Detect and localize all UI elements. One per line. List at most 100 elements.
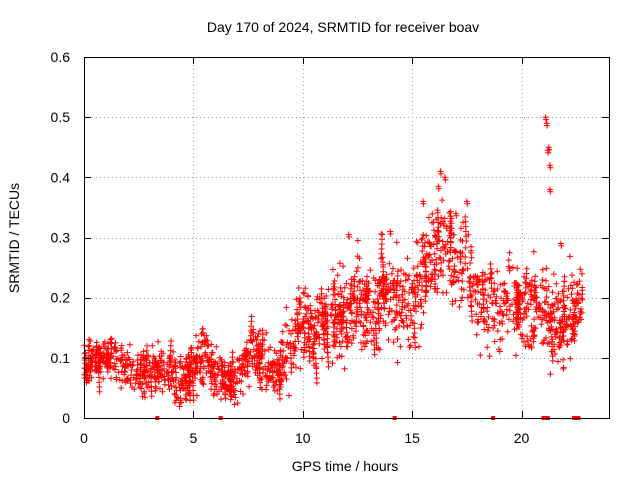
data-point: [357, 295, 364, 302]
data-point: [172, 363, 179, 370]
data-point: [292, 338, 299, 345]
data-point: [448, 281, 455, 288]
data-point: [407, 342, 414, 349]
data-point: [363, 327, 370, 334]
data-point: [338, 330, 345, 337]
data-point: [338, 353, 345, 360]
data-point: [440, 272, 446, 279]
data-point: [357, 287, 363, 294]
data-point: [381, 305, 388, 311]
data-point: [543, 265, 550, 272]
data-point: [496, 310, 503, 317]
data-point: [279, 363, 286, 370]
data-point-outlier: [438, 170, 444, 177]
data-point: [111, 360, 118, 367]
data-point: [457, 259, 464, 265]
data-point: [447, 277, 454, 284]
data-point: [400, 270, 407, 277]
data-point: [416, 279, 423, 286]
data-point: [458, 270, 465, 277]
data-point: [112, 363, 119, 370]
data-point: [316, 334, 323, 341]
data-point: [505, 257, 512, 264]
data-point: [487, 274, 494, 281]
data-point: [244, 373, 251, 380]
data-point: [300, 316, 307, 322]
data-point: [541, 337, 548, 344]
data-point: [348, 325, 355, 332]
data-point: [425, 214, 432, 221]
data-point: [549, 357, 556, 364]
data-point: [357, 319, 364, 326]
data-point: [393, 239, 400, 246]
data-point: [200, 363, 207, 370]
data-point: [177, 399, 184, 406]
data-point: [168, 383, 175, 389]
data-point: [305, 325, 312, 332]
data-point: [331, 320, 338, 327]
data-point: [561, 273, 568, 280]
data-point: [522, 343, 529, 350]
data-point: [334, 272, 341, 279]
data-point: [419, 248, 426, 254]
data-point: [397, 278, 404, 285]
data-point: [293, 364, 299, 371]
data-point: [310, 349, 317, 355]
data-point: [340, 263, 347, 270]
data-point: [101, 338, 108, 345]
data-point: [390, 265, 396, 272]
data-point: [347, 307, 354, 314]
data-point: [418, 321, 425, 328]
data-point: [459, 266, 466, 273]
data-point: [402, 277, 409, 284]
data-point: [90, 346, 97, 353]
data-point: [439, 197, 446, 204]
data-point: [484, 344, 491, 351]
data-point: [301, 290, 308, 297]
data-point: [234, 400, 241, 406]
data-point: [308, 326, 315, 333]
data-point: [196, 353, 203, 360]
data-point: [118, 368, 125, 375]
data-point: [356, 279, 362, 285]
data-point: [390, 339, 397, 346]
data-point: [282, 354, 289, 361]
data-point: [435, 233, 442, 240]
data-point: [130, 358, 137, 365]
y-axis-label: SRMTID / TECUs: [6, 183, 22, 293]
data-point: [201, 332, 208, 339]
data-point-outlier: [346, 233, 353, 240]
data-point: [371, 351, 378, 358]
data-point: [527, 336, 534, 342]
data-point: [517, 331, 524, 338]
data-point: [522, 308, 529, 315]
data-point: [334, 334, 341, 341]
data-point: [448, 215, 455, 222]
data-point: [553, 280, 560, 287]
data-point: [561, 304, 568, 310]
data-point: [565, 314, 572, 321]
data-point: [277, 395, 283, 402]
x-tick-label: 0: [80, 430, 88, 446]
axis-ticks: 0 5 10 15 20 0 0.1 0.2 0.3 0.4 0.5 0.6: [51, 49, 609, 446]
data-point: [197, 369, 204, 376]
data-point: [414, 263, 421, 270]
data-point: [492, 300, 499, 306]
data-point: [331, 343, 338, 350]
data-point: [354, 264, 361, 271]
data-point: [374, 280, 381, 287]
data-point: [555, 358, 561, 365]
data-point: [560, 364, 567, 371]
data-point: [303, 311, 310, 317]
data-point: [279, 356, 286, 363]
data-point: [124, 378, 130, 385]
data-point-outlier: [435, 185, 442, 192]
data-point: [484, 308, 491, 315]
data-point: [231, 401, 238, 408]
data-point: [348, 340, 355, 347]
data-point: [388, 270, 395, 277]
data-point: [329, 360, 336, 367]
data-point: [303, 305, 309, 311]
data-point: [319, 355, 325, 362]
data-point: [533, 308, 540, 315]
